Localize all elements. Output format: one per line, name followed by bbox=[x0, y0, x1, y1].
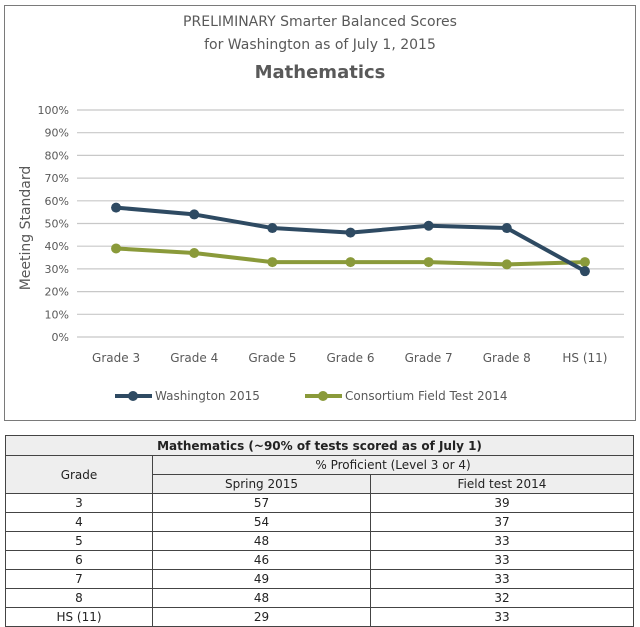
table-row: 7 49 33 bbox=[5, 569, 634, 589]
field-test-2014-cell: 33 bbox=[370, 607, 634, 627]
table-row: 8 48 32 bbox=[5, 588, 634, 608]
x-tick-label: Grade 3 bbox=[92, 351, 140, 365]
y-tick-label: 50% bbox=[45, 218, 69, 231]
chart-title-line2: for Washington as of July 1, 2015 bbox=[204, 37, 436, 53]
table-row: 6 46 33 bbox=[5, 550, 634, 570]
legend-dot-marker-icon bbox=[128, 391, 138, 401]
grade-cell: 4 bbox=[5, 512, 153, 532]
line-chart: 100% 90% 80% 70% 60% 50% 40% 30% 20% 10% 0% Meetin… bbox=[18, 104, 624, 403]
y-tick-label: 40% bbox=[45, 240, 69, 253]
grade-cell: 8 bbox=[5, 588, 153, 608]
data-point-marker bbox=[423, 257, 434, 268]
chart-subject-title: Mathematics bbox=[254, 62, 386, 83]
data-point-marker bbox=[345, 227, 356, 238]
scores-table: Mathematics (~90% of tests scored as of … bbox=[5, 435, 634, 627]
x-axis-ticks: Grade 3 Grade 4 Grade 5 Grade 6 Grade 7 Grade… bbox=[92, 351, 607, 365]
chart-title-line1: PRELIMINARY Smarter Balanced Scores bbox=[183, 14, 457, 30]
table-row: 5 48 33 bbox=[5, 531, 634, 551]
y-tick-label: 0% bbox=[52, 331, 69, 344]
y-tick-label: 60% bbox=[45, 195, 69, 208]
grade-cell: 7 bbox=[5, 569, 153, 589]
y-tick-label: 70% bbox=[45, 172, 69, 185]
spring-2015-cell: 48 bbox=[152, 531, 371, 551]
field-test-2014-cell: 39 bbox=[370, 493, 634, 513]
data-point-marker bbox=[267, 257, 278, 268]
field-test-2014-cell: 32 bbox=[370, 588, 634, 608]
data-point-marker bbox=[267, 223, 278, 234]
spring-2015-cell: 49 bbox=[152, 569, 371, 589]
grade-cell: 6 bbox=[5, 550, 153, 570]
y-tick-label: 100% bbox=[38, 104, 69, 117]
legend-label: Consortium Field Test 2014 bbox=[345, 389, 508, 403]
group-header: % Proficient (Level 3 or 4) bbox=[152, 455, 634, 475]
data-point-marker bbox=[501, 259, 512, 270]
table-row: HS (11) 29 33 bbox=[5, 607, 634, 627]
field-test-2014-cell: 33 bbox=[370, 531, 634, 551]
y-axis-label: Meeting Standard bbox=[18, 166, 34, 291]
data-point-marker bbox=[189, 209, 200, 220]
data-point-marker bbox=[579, 266, 590, 277]
grade-cell: HS (11) bbox=[5, 607, 153, 627]
grade-cell: 3 bbox=[5, 493, 153, 513]
gridlines bbox=[77, 109, 624, 338]
spring-2015-cell: 57 bbox=[152, 493, 371, 513]
data-point-marker bbox=[423, 220, 434, 231]
data-point-marker bbox=[189, 248, 200, 259]
table-row: 4 54 37 bbox=[5, 512, 634, 532]
x-tick-label: Grade 5 bbox=[248, 351, 296, 365]
x-tick-label: Grade 7 bbox=[405, 351, 453, 365]
x-tick-label: Grade 6 bbox=[326, 351, 374, 365]
legend-dot-marker-icon bbox=[318, 391, 328, 401]
data-point-marker bbox=[501, 223, 512, 234]
spring-2015-cell: 29 bbox=[152, 607, 371, 627]
legend-label: Washington 2015 bbox=[155, 389, 260, 403]
field-test-2014-cell: 33 bbox=[370, 569, 634, 589]
series-washington-2015 bbox=[111, 202, 590, 277]
grade-cell: 5 bbox=[5, 531, 153, 551]
table-row: 3 57 39 bbox=[5, 493, 634, 513]
x-tick-label: Grade 8 bbox=[483, 351, 531, 365]
spring-2015-cell: 48 bbox=[152, 588, 371, 608]
y-tick-label: 10% bbox=[45, 308, 69, 321]
y-tick-label: 20% bbox=[45, 286, 69, 299]
data-point-marker bbox=[111, 243, 122, 254]
y-tick-label: 80% bbox=[45, 149, 69, 162]
legend-item-consortium-field-test-2014: Consortium Field Test 2014 bbox=[305, 389, 508, 403]
data-point-marker bbox=[579, 257, 590, 268]
data-point-marker bbox=[345, 257, 356, 268]
field-test-2014-header: Field test 2014 bbox=[370, 474, 634, 494]
grade-header: Grade bbox=[5, 455, 153, 494]
x-tick-label: Grade 4 bbox=[170, 351, 218, 365]
y-axis-ticks: 100% 90% 80% 70% 60% 50% 40% 30% 20% 10% 0% bbox=[38, 104, 69, 344]
field-test-2014-cell: 37 bbox=[370, 512, 634, 532]
x-tick-label: HS (11) bbox=[562, 351, 607, 365]
legend-item-washington-2015: Washington 2015 bbox=[115, 389, 260, 403]
spring-2015-header: Spring 2015 bbox=[152, 474, 371, 494]
series-consortium-field-test-2014 bbox=[111, 243, 590, 270]
legend: Washington 2015 Consortium Field Test 20… bbox=[115, 389, 508, 403]
y-tick-label: 30% bbox=[45, 263, 69, 276]
data-series bbox=[111, 202, 590, 277]
chart-container bbox=[4, 5, 636, 421]
table-caption: Mathematics (~90% of tests scored as of … bbox=[5, 435, 634, 456]
spring-2015-cell: 46 bbox=[152, 550, 371, 570]
field-test-2014-cell: 33 bbox=[370, 550, 634, 570]
y-tick-label: 90% bbox=[45, 127, 69, 140]
spring-2015-cell: 54 bbox=[152, 512, 371, 532]
data-point-marker bbox=[111, 202, 122, 213]
